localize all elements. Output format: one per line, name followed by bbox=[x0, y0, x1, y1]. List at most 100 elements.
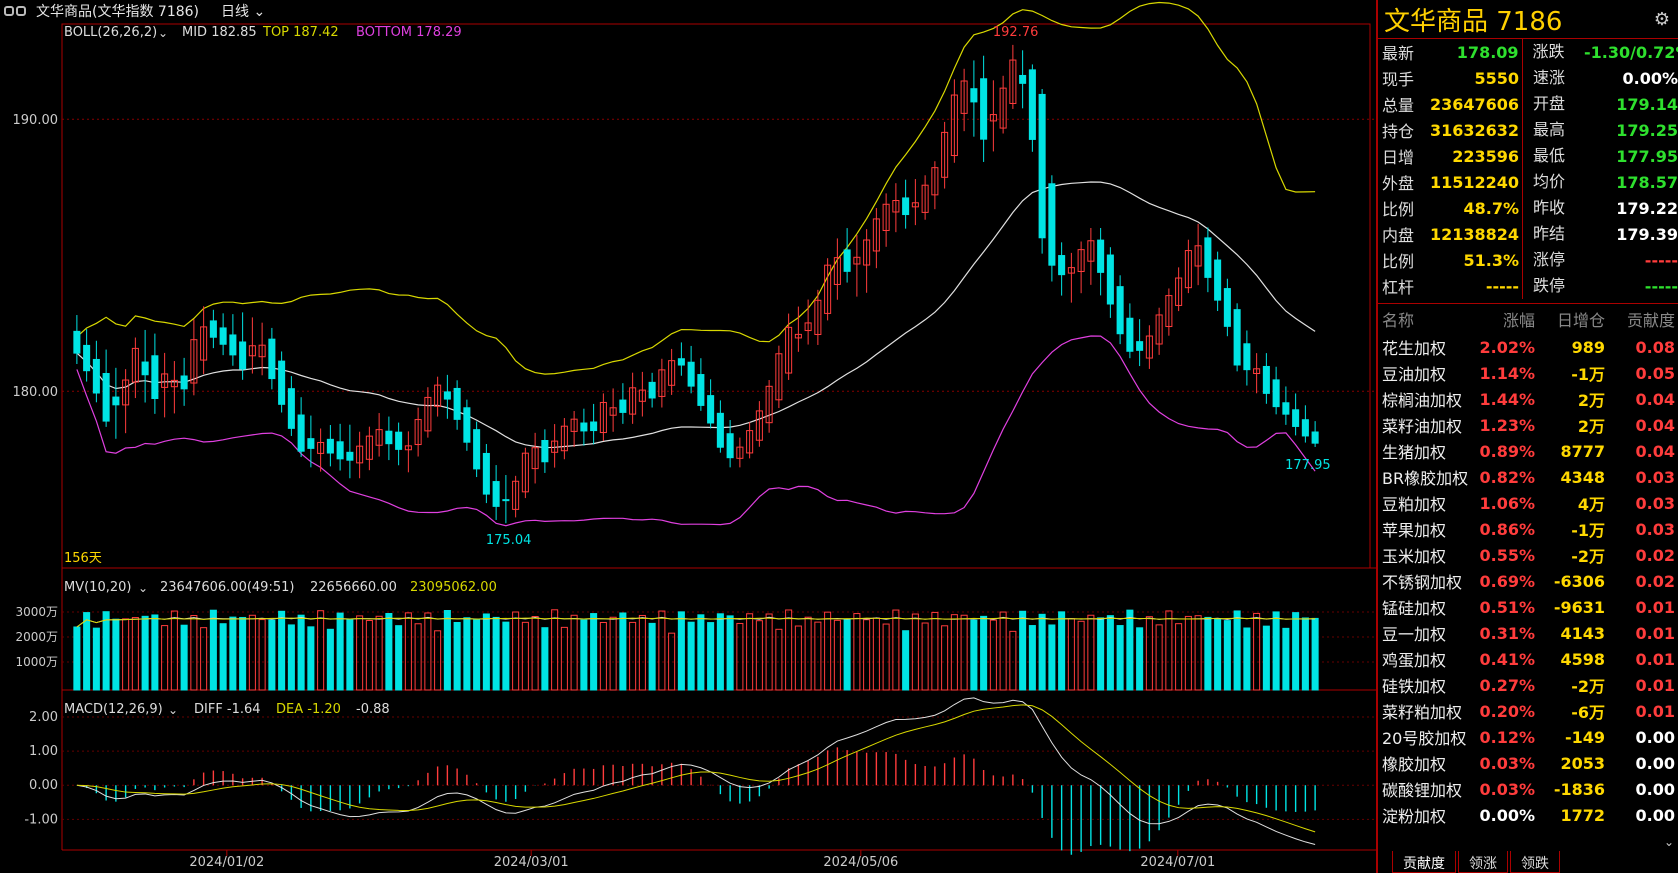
candle bbox=[609, 407, 617, 416]
list-item[interactable]: 鸡蛋加权 0.41% 4598 0.01 bbox=[1378, 646, 1678, 672]
constituent-contribution: 0.03 bbox=[1635, 519, 1675, 539]
constituent-oi-change: 4348 bbox=[1560, 467, 1605, 487]
candle bbox=[248, 345, 256, 357]
volume-bar bbox=[209, 609, 217, 691]
high-marker: 192.76 bbox=[993, 25, 1039, 40]
volume-bar bbox=[268, 619, 276, 691]
candle bbox=[1253, 368, 1261, 375]
constituent-oi-change: 1772 bbox=[1560, 805, 1605, 825]
candle bbox=[1175, 277, 1183, 306]
candle bbox=[1136, 341, 1144, 351]
list-item[interactable]: 玉米加权 0.55% -2万 0.02 bbox=[1378, 542, 1678, 568]
list-item[interactable]: 菜籽油加权 1.23% 2万 0.04 bbox=[1378, 412, 1678, 438]
constituent-change: 0.03% bbox=[1479, 753, 1535, 773]
constituent-name: 不锈钢加权 bbox=[1382, 573, 1463, 592]
list-item[interactable]: 生猪加权 0.89% 8777 0.04 bbox=[1378, 438, 1678, 464]
link-icon[interactable] bbox=[4, 6, 26, 16]
volume-bar bbox=[346, 618, 354, 691]
volume-bar bbox=[102, 611, 110, 691]
tab-1[interactable]: 领涨 bbox=[1458, 851, 1508, 873]
volume-bar bbox=[1311, 617, 1319, 691]
candle bbox=[1292, 409, 1300, 427]
tab-0[interactable]: 贡献度 bbox=[1392, 851, 1456, 873]
list-item[interactable]: BR橡胶加权 0.82% 4348 0.03 bbox=[1378, 464, 1678, 490]
candle bbox=[1087, 240, 1095, 262]
candle bbox=[1067, 267, 1075, 274]
list-item[interactable]: 硅铁加权 0.27% -2万 0.01 bbox=[1378, 672, 1678, 698]
constituent-name: 豆油加权 bbox=[1382, 365, 1447, 384]
volume-bar bbox=[1204, 616, 1212, 691]
volume-bar bbox=[1165, 610, 1173, 691]
candle bbox=[317, 441, 325, 454]
tab-2[interactable]: 领跌 bbox=[1510, 851, 1560, 873]
divider bbox=[1378, 303, 1678, 304]
quote-label: 外盘 bbox=[1382, 174, 1415, 193]
list-item[interactable]: 碳酸锂加权 0.03% -1836 0.00 bbox=[1378, 776, 1678, 802]
quote-value: 48.7% bbox=[1463, 198, 1520, 218]
list-item[interactable]: 橡胶加权 0.03% 2053 0.00 bbox=[1378, 750, 1678, 776]
list-item[interactable]: 花生加权 2.02% 989 0.08 bbox=[1378, 334, 1678, 360]
gear-icon[interactable]: ⚙ bbox=[1653, 8, 1670, 30]
list-item[interactable]: 豆粕加权 1.06% 4万 0.03 bbox=[1378, 490, 1678, 516]
list-item[interactable]: 豆油加权 1.14% -1万 0.05 bbox=[1378, 360, 1678, 386]
macd-dea: DEA -1.20 bbox=[276, 702, 341, 717]
candle bbox=[863, 239, 871, 266]
quote-value: 23647606 bbox=[1429, 94, 1520, 114]
constituent-change: 0.31% bbox=[1479, 623, 1535, 643]
quote-label: 最高 bbox=[1522, 117, 1585, 143]
list-item[interactable]: 菜籽粕加权 0.20% -6万 0.01 bbox=[1378, 698, 1678, 724]
volume-bar bbox=[746, 613, 754, 691]
list-item[interactable]: 不锈钢加权 0.69% -6306 0.02 bbox=[1378, 568, 1678, 594]
volume-bar bbox=[1223, 620, 1231, 691]
constituent-oi-change: 4143 bbox=[1560, 623, 1605, 643]
volume-bar bbox=[404, 612, 412, 691]
volume-bar bbox=[902, 630, 910, 691]
quote-value: 179.22 bbox=[1616, 198, 1678, 218]
diff-line bbox=[76, 697, 1316, 845]
candle bbox=[765, 385, 773, 424]
y-tick-label: 190.00 bbox=[13, 113, 59, 128]
candle bbox=[716, 412, 724, 448]
mv-label: MV(10,20) bbox=[64, 580, 131, 595]
candle bbox=[775, 353, 783, 401]
list-item[interactable]: 豆一加权 0.31% 4143 0.01 bbox=[1378, 620, 1678, 646]
x-tick-label: 2024/01/02 bbox=[189, 855, 264, 870]
candle bbox=[268, 338, 276, 380]
period-dropdown[interactable]: 日线 ⌄ bbox=[221, 4, 266, 20]
quote-label: 现手 bbox=[1382, 70, 1415, 89]
candle bbox=[707, 395, 715, 424]
chevron-down-icon[interactable]: ⌄ bbox=[1663, 835, 1674, 849]
volume-bar bbox=[219, 623, 227, 691]
title-bar: 文华商品(文华指数 7186) 日线 ⌄ bbox=[0, 0, 1376, 22]
constituent-change: 0.00% bbox=[1479, 805, 1535, 825]
constituent-oi-change: 2万 bbox=[1577, 417, 1605, 436]
list-item[interactable]: 20号胶加权 0.12% -149 0.00 bbox=[1378, 724, 1678, 750]
candle bbox=[473, 429, 481, 470]
candle bbox=[999, 87, 1007, 129]
candle bbox=[229, 334, 237, 356]
list-item[interactable]: 锰硅加权 0.51% -9631 0.01 bbox=[1378, 594, 1678, 620]
list-item[interactable]: 淀粉加权 0.00% 1772 0.00 bbox=[1378, 802, 1678, 828]
volume-bar bbox=[307, 626, 315, 691]
constituent-contribution: 0.01 bbox=[1635, 649, 1675, 669]
candle bbox=[872, 218, 880, 252]
macd-label: MACD(12,26,9) bbox=[64, 702, 163, 717]
candle bbox=[434, 384, 442, 407]
constituent-change: 1.23% bbox=[1479, 415, 1535, 435]
volume-bar bbox=[83, 612, 91, 691]
candle bbox=[180, 375, 188, 390]
constituent-change: 0.20% bbox=[1479, 701, 1535, 721]
list-item[interactable]: 棕榈油加权 1.44% 2万 0.04 bbox=[1378, 386, 1678, 412]
candle bbox=[92, 358, 100, 394]
volume-bar bbox=[814, 621, 822, 691]
candle bbox=[1028, 69, 1036, 140]
list-item[interactable]: 苹果加权 0.86% -1万 0.03 bbox=[1378, 516, 1678, 542]
candle bbox=[1301, 419, 1309, 437]
quote-value: 179.39 bbox=[1616, 224, 1678, 244]
quote-value: 178.09 bbox=[1456, 42, 1519, 62]
quote-value: 179.25 bbox=[1616, 120, 1678, 140]
constituent-oi-change: 8777 bbox=[1560, 441, 1605, 461]
quote-row: 现手 5550 速涨 0.00% bbox=[1378, 65, 1678, 91]
candle bbox=[1106, 254, 1114, 305]
